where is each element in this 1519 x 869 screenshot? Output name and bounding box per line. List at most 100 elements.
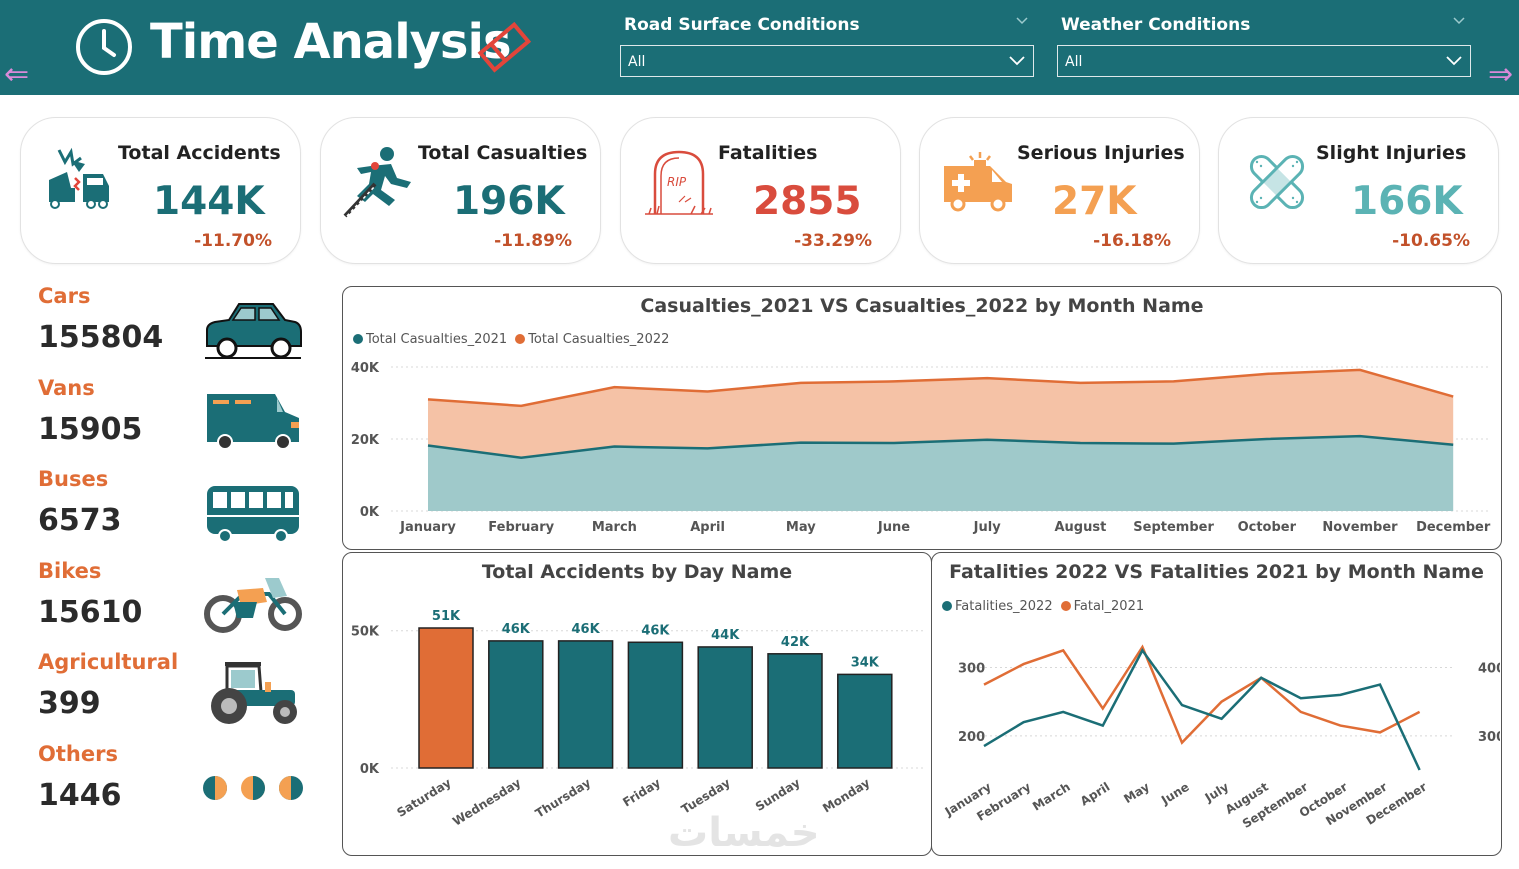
vehicle-label-others: Others bbox=[38, 742, 118, 766]
filter-label: Road Surface Conditions bbox=[624, 15, 860, 35]
dropdown-value: All bbox=[628, 54, 646, 70]
legend-dot bbox=[1060, 601, 1071, 611]
vehicle-label-buses: Buses bbox=[38, 467, 109, 491]
x-tick-label: Friday bbox=[620, 776, 663, 810]
tombstone-icon: RIP bbox=[645, 150, 713, 215]
back-arrow-icon[interactable]: ⇐ bbox=[4, 57, 30, 92]
clock-icon bbox=[76, 19, 132, 75]
kpi-change: -33.29% bbox=[794, 231, 872, 251]
chart-title: Fatalities 2022 VS Fatalities 2021 by Mo… bbox=[949, 561, 1484, 583]
kpi-card-fatalities: RIP Fatalities 2855 -33.29% bbox=[620, 117, 901, 264]
vehicle-value-bikes: 15610 bbox=[38, 595, 143, 630]
vehicle-value-agricultural: 399 bbox=[38, 686, 101, 721]
legend-item: Fatal_2021 bbox=[1060, 599, 1145, 614]
header-bar: ⇐ Time Analysis Road Surface Conditions … bbox=[0, 0, 1519, 95]
x-tick-label: July bbox=[973, 520, 1002, 535]
weather-dropdown[interactable]: All bbox=[1057, 45, 1471, 77]
bar-Wednesday bbox=[488, 640, 544, 769]
eraser-icon bbox=[477, 22, 532, 73]
y-tick-label-left: 200 bbox=[958, 730, 985, 745]
day-bar-chart-panel: Total Accidents by Day Name 0K 50K 51K Satu… bbox=[342, 552, 932, 856]
legend-item: Total Casualties_2021 bbox=[353, 332, 507, 347]
kpi-change: -16.18% bbox=[1093, 231, 1171, 251]
vehicle-value-cars: 155804 bbox=[38, 320, 164, 355]
data-label: 46K bbox=[502, 622, 531, 637]
car-icon bbox=[205, 303, 302, 359]
legend-label: Total Casualties_2021 bbox=[366, 332, 508, 347]
y-tick-label-right: 300 bbox=[1478, 730, 1500, 745]
forward-arrow-icon[interactable]: ⇒ bbox=[1488, 57, 1514, 92]
filter-label: Weather Conditions bbox=[1061, 15, 1251, 35]
kpi-change: -11.89% bbox=[494, 231, 572, 251]
bandage-icon bbox=[1249, 154, 1305, 210]
chart-legend: Total Casualties_2021 Total Casualties_20… bbox=[353, 332, 677, 347]
x-tick-label: October bbox=[1238, 520, 1297, 535]
legend-item: Total Casualties_2022 bbox=[515, 332, 669, 347]
x-tick-label: November bbox=[1322, 520, 1398, 535]
vehicle-value-others: 1446 bbox=[38, 778, 122, 813]
vehicle-value-buses: 6573 bbox=[38, 503, 122, 538]
fatalities-line-chart-panel: Fatalities 2022 VS Fatalities 2021 by Mo… bbox=[931, 552, 1502, 856]
data-label: 46K bbox=[641, 623, 670, 638]
y-tick-label: 0K bbox=[360, 505, 380, 520]
chart-legend: Fatalities_2022 Fatal_2021 bbox=[942, 599, 1152, 614]
motorbike-icon bbox=[204, 578, 302, 633]
moon-phases-icon bbox=[203, 776, 303, 800]
bar-Tuesday bbox=[697, 646, 753, 769]
road-surface-dropdown[interactable]: All bbox=[620, 45, 1034, 77]
casualties-area-chart-panel: Casualties_2021 VS Casualties_2022 by Mo… bbox=[342, 286, 1502, 550]
page-title: Time Analysis bbox=[150, 14, 512, 70]
x-tick-label: December bbox=[1416, 520, 1491, 535]
bar-Monday bbox=[837, 673, 893, 769]
kpi-value: 166K bbox=[1351, 179, 1463, 224]
x-tick-label: March bbox=[592, 520, 637, 535]
svg-text:RIP: RIP bbox=[667, 175, 687, 189]
data-label: 42K bbox=[781, 635, 810, 650]
bar-chart: 0K 50K 51K Saturday 46K Wednesday 46K Thursday 4… bbox=[351, 609, 923, 829]
van-icon bbox=[207, 394, 299, 450]
data-label: 51K bbox=[432, 609, 461, 624]
legend-label: Total Casualties_2022 bbox=[528, 332, 670, 347]
area-chart: 0K 20K 40K January February March April May June… bbox=[351, 361, 1491, 535]
x-tick-label: Saturday bbox=[394, 776, 453, 820]
y-tick-label-right: 400 bbox=[1478, 662, 1500, 677]
series-line-Total Casualties_2021 bbox=[427, 434, 1454, 459]
legend-label: Fatalities_2022 bbox=[955, 599, 1053, 614]
series-line-Total Casualties_2022 bbox=[427, 368, 1454, 408]
series-line-Fatal_2021 bbox=[983, 644, 1421, 745]
kpi-title: Slight Injuries bbox=[1316, 142, 1467, 164]
data-label: 46K bbox=[572, 622, 601, 637]
x-tick-label: Monday bbox=[820, 776, 872, 816]
chevron-down-icon[interactable] bbox=[1453, 16, 1465, 26]
bus-icon bbox=[207, 486, 299, 543]
vehicle-label-bikes: Bikes bbox=[38, 559, 102, 583]
kpi-card-serious-injuries: Serious Injuries 27K -16.18% bbox=[919, 117, 1200, 264]
kpi-title: Fatalities bbox=[718, 142, 818, 164]
kpi-change: -10.65% bbox=[1392, 231, 1470, 251]
x-tick-label: April bbox=[1078, 780, 1113, 809]
kpi-value: 27K bbox=[1052, 179, 1137, 224]
chevron-down-icon[interactable] bbox=[1016, 16, 1028, 26]
kpi-value: 2855 bbox=[753, 179, 862, 224]
y-tick-label-left: 300 bbox=[958, 662, 985, 677]
bar-Saturday bbox=[418, 627, 474, 769]
kpi-title: Total Casualties bbox=[418, 142, 588, 164]
kpi-card-total-casualties: Total Casualties 196K -11.89% bbox=[320, 117, 601, 264]
y-tick-label: 20K bbox=[351, 433, 380, 448]
area-fill-Total Casualties_2021 bbox=[428, 436, 1454, 511]
x-tick-label: June bbox=[877, 520, 910, 535]
car-crash-icon bbox=[49, 147, 109, 209]
y-tick-label: 0K bbox=[360, 762, 380, 777]
watermark: خمسات bbox=[668, 810, 820, 856]
x-tick-label: May bbox=[1121, 780, 1152, 807]
x-tick-label: September bbox=[1133, 520, 1214, 535]
chevron-down-icon[interactable] bbox=[1009, 52, 1025, 68]
x-tick-label: January bbox=[399, 520, 456, 535]
chevron-down-icon[interactable] bbox=[1446, 52, 1462, 68]
kpi-card-slight-injuries: Slight Injuries 166K -10.65% bbox=[1218, 117, 1499, 264]
line-chart: 200300300400JanuaryFebruaryMarchAprilMay… bbox=[942, 644, 1500, 831]
legend-label: Fatal_2021 bbox=[1073, 599, 1145, 614]
vehicle-label-cars: Cars bbox=[38, 284, 91, 308]
series-line-Fatalities_2022 bbox=[983, 648, 1421, 771]
x-tick-label: August bbox=[1054, 520, 1106, 535]
